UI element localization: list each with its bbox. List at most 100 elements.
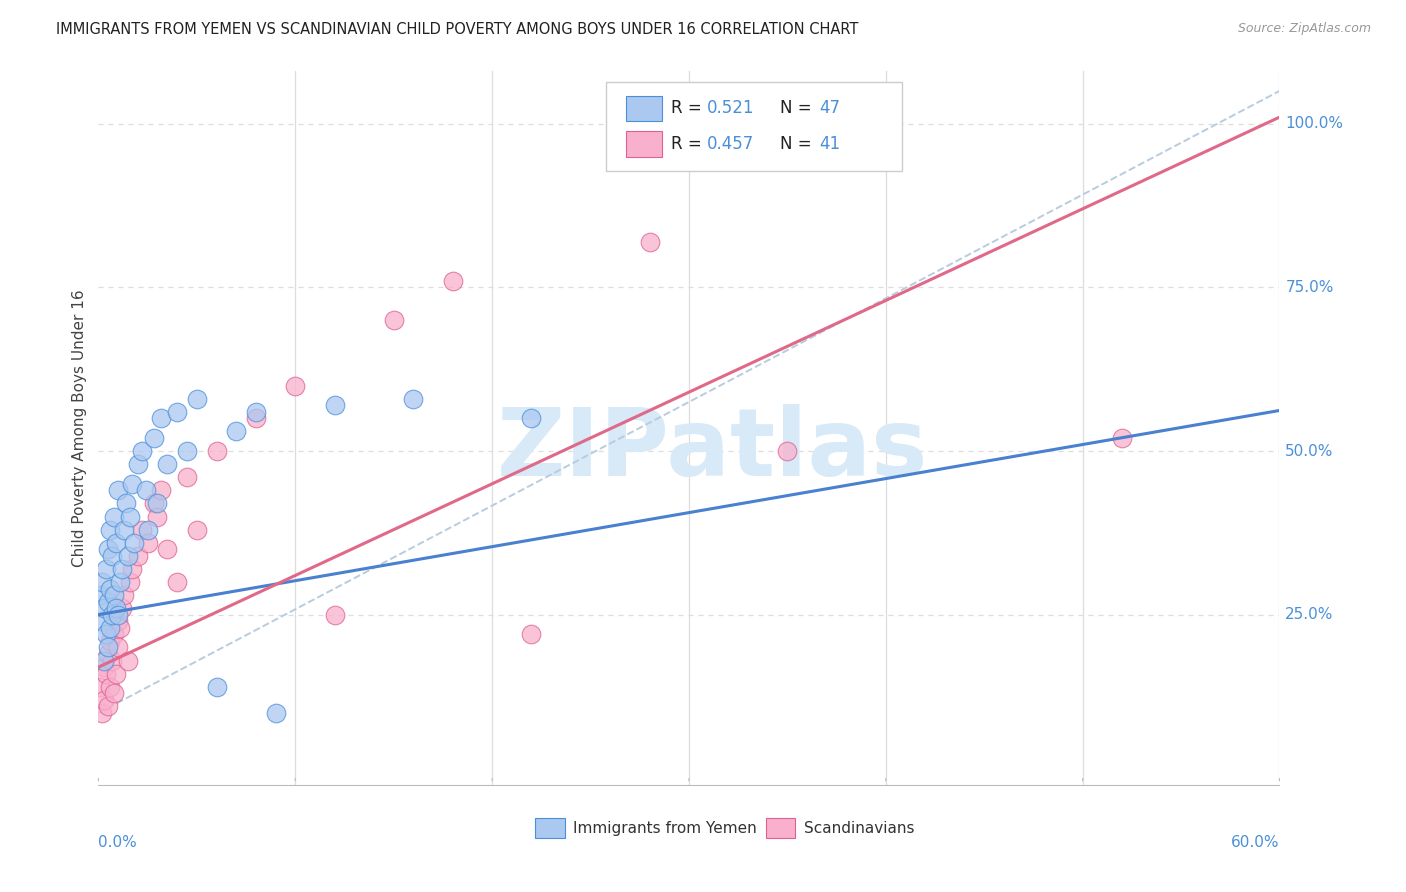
Point bbox=[112, 523, 135, 537]
Point bbox=[146, 496, 169, 510]
Point bbox=[142, 496, 165, 510]
Point bbox=[323, 398, 346, 412]
Point bbox=[441, 274, 464, 288]
Text: 47: 47 bbox=[818, 100, 839, 118]
Point bbox=[520, 411, 543, 425]
Point bbox=[118, 574, 141, 589]
Point bbox=[150, 483, 173, 498]
Bar bbox=[626, 95, 662, 121]
Point bbox=[97, 699, 120, 714]
Point bbox=[166, 574, 188, 589]
Point bbox=[91, 615, 114, 629]
Point bbox=[264, 706, 287, 720]
Point bbox=[284, 378, 307, 392]
Text: Source: ZipAtlas.com: Source: ZipAtlas.com bbox=[1237, 22, 1371, 36]
Point bbox=[98, 634, 121, 648]
Point bbox=[186, 523, 208, 537]
Point bbox=[186, 392, 208, 406]
Point bbox=[131, 444, 153, 458]
Point bbox=[118, 509, 141, 524]
Text: N =: N = bbox=[780, 136, 817, 153]
Point bbox=[146, 509, 169, 524]
Point bbox=[101, 549, 124, 563]
Text: R =: R = bbox=[671, 136, 707, 153]
Text: IMMIGRANTS FROM YEMEN VS SCANDINAVIAN CHILD POVERTY AMONG BOYS UNDER 16 CORRELAT: IMMIGRANTS FROM YEMEN VS SCANDINAVIAN CH… bbox=[56, 22, 859, 37]
Point bbox=[98, 523, 121, 537]
Point bbox=[97, 647, 120, 661]
Point bbox=[136, 535, 159, 549]
Point bbox=[176, 470, 198, 484]
Text: 0.521: 0.521 bbox=[707, 100, 754, 118]
Point bbox=[105, 601, 128, 615]
Point bbox=[93, 660, 115, 674]
Point bbox=[122, 535, 145, 549]
Point bbox=[103, 509, 125, 524]
Point bbox=[142, 431, 165, 445]
Point bbox=[127, 457, 149, 471]
Point bbox=[107, 607, 129, 622]
Point bbox=[121, 476, 143, 491]
Point bbox=[776, 444, 799, 458]
Text: 25.0%: 25.0% bbox=[1285, 607, 1334, 623]
Point bbox=[520, 627, 543, 641]
FancyBboxPatch shape bbox=[606, 82, 901, 171]
Point bbox=[101, 607, 124, 622]
Point bbox=[131, 523, 153, 537]
Text: 60.0%: 60.0% bbox=[1232, 835, 1279, 850]
Text: Immigrants from Yemen: Immigrants from Yemen bbox=[574, 821, 756, 836]
Bar bbox=[626, 131, 662, 157]
Point bbox=[107, 615, 129, 629]
Point bbox=[225, 425, 247, 439]
Point bbox=[402, 392, 425, 406]
Point bbox=[166, 405, 188, 419]
Point bbox=[98, 582, 121, 596]
Point bbox=[97, 542, 120, 557]
Point bbox=[93, 601, 115, 615]
Point bbox=[1111, 431, 1133, 445]
Point bbox=[107, 483, 129, 498]
Point bbox=[91, 574, 114, 589]
Point bbox=[107, 640, 129, 655]
Point bbox=[105, 666, 128, 681]
Bar bbox=[766, 819, 796, 838]
Point bbox=[323, 607, 346, 622]
Point bbox=[101, 654, 124, 668]
Y-axis label: Child Poverty Among Boys Under 16: Child Poverty Among Boys Under 16 bbox=[72, 289, 87, 567]
Point bbox=[93, 654, 115, 668]
Text: 100.0%: 100.0% bbox=[1285, 116, 1343, 131]
Text: N =: N = bbox=[780, 100, 817, 118]
Point bbox=[96, 627, 118, 641]
Point bbox=[96, 562, 118, 576]
Point bbox=[638, 235, 661, 249]
Point bbox=[105, 535, 128, 549]
Point bbox=[135, 483, 157, 498]
Text: 41: 41 bbox=[818, 136, 839, 153]
Text: 50.0%: 50.0% bbox=[1285, 443, 1334, 458]
Point bbox=[382, 313, 405, 327]
Text: R =: R = bbox=[671, 100, 707, 118]
Point bbox=[245, 411, 267, 425]
Text: ZIPatlas: ZIPatlas bbox=[496, 403, 928, 496]
Point bbox=[115, 496, 138, 510]
Point bbox=[103, 686, 125, 700]
Point bbox=[108, 574, 131, 589]
Point bbox=[121, 562, 143, 576]
Point bbox=[97, 594, 120, 608]
Point bbox=[98, 621, 121, 635]
Point bbox=[205, 444, 228, 458]
Point bbox=[97, 640, 120, 655]
Point bbox=[150, 411, 173, 425]
Bar bbox=[536, 819, 565, 838]
Point bbox=[156, 457, 179, 471]
Point bbox=[91, 706, 114, 720]
Point bbox=[108, 621, 131, 635]
Point bbox=[93, 693, 115, 707]
Point bbox=[127, 549, 149, 563]
Point bbox=[176, 444, 198, 458]
Point bbox=[98, 680, 121, 694]
Point bbox=[103, 627, 125, 641]
Point bbox=[136, 523, 159, 537]
Point bbox=[205, 680, 228, 694]
Point bbox=[117, 654, 139, 668]
Point bbox=[103, 588, 125, 602]
